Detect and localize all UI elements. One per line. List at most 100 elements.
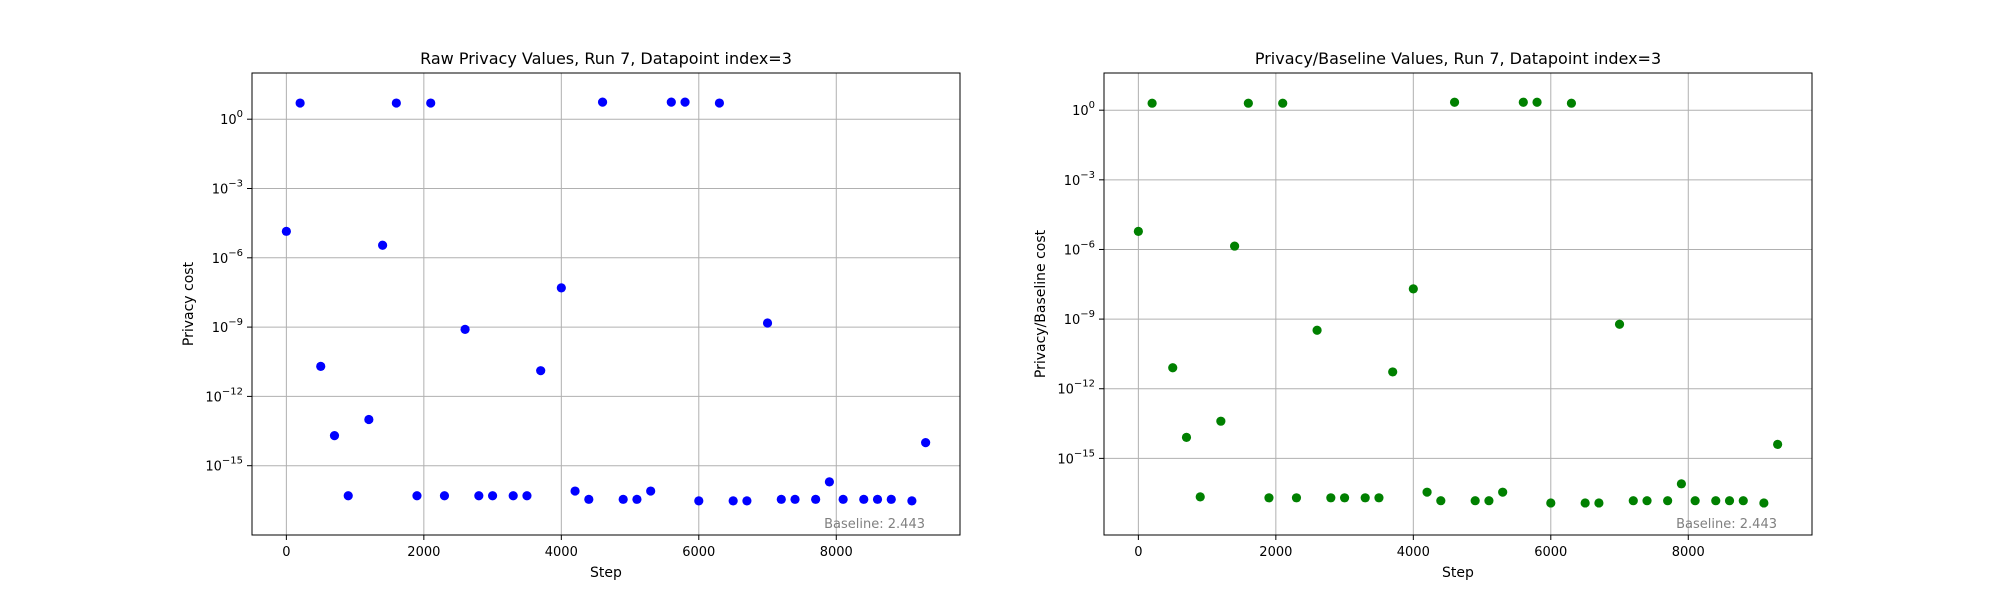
privacy-baseline-point bbox=[1216, 416, 1226, 426]
raw-privacy-point bbox=[859, 494, 869, 504]
raw-privacy-y-tick-label: 10−3 bbox=[212, 179, 243, 198]
privacy-baseline-y-tick-label: 10−3 bbox=[1064, 170, 1095, 189]
privacy-baseline-point bbox=[1388, 367, 1398, 377]
privacy-baseline-point bbox=[1773, 439, 1783, 449]
privacy-baseline-point bbox=[1642, 496, 1652, 506]
privacy-baseline-point bbox=[1676, 479, 1686, 489]
raw-privacy-point bbox=[762, 318, 773, 328]
raw-privacy-y-tick-label: 10−12 bbox=[205, 386, 243, 405]
privacy-baseline-point bbox=[1449, 97, 1460, 107]
privacy-baseline-y-axis-label: Privacy/Baseline cost bbox=[1033, 229, 1049, 378]
raw-privacy-point bbox=[281, 226, 291, 236]
raw-privacy-y-tick-label: 10−6 bbox=[212, 248, 243, 267]
privacy-baseline-point bbox=[1614, 319, 1625, 329]
raw-privacy-points bbox=[281, 97, 931, 506]
raw-privacy-y-ticks: 100 10−3 10−6 10−9 10−12 10−15 bbox=[205, 109, 252, 475]
raw-privacy-x-ticks: 0 2000 4000 6000 8000 bbox=[282, 535, 853, 560]
raw-privacy-x-tick-label: 2000 bbox=[407, 545, 440, 560]
privacy-baseline-point bbox=[1532, 97, 1542, 107]
privacy-baseline-point bbox=[1264, 493, 1274, 503]
privacy-baseline-x-tick-label: 2000 bbox=[1259, 545, 1292, 560]
privacy-baseline-point bbox=[1690, 496, 1700, 506]
privacy-baseline-point bbox=[1147, 98, 1157, 108]
raw-privacy-point bbox=[426, 98, 436, 108]
privacy-baseline-point bbox=[1759, 498, 1769, 508]
raw-privacy-point bbox=[556, 283, 566, 293]
privacy-baseline-y-tick-label: 10−15 bbox=[1057, 448, 1095, 467]
raw-privacy-y-tick-label: 10−15 bbox=[205, 456, 243, 475]
raw-privacy-point bbox=[316, 361, 326, 371]
privacy-baseline-subplot: Privacy/Baseline Values, Run 7, Datapoin… bbox=[1033, 49, 1813, 581]
raw-privacy-point bbox=[412, 491, 422, 501]
raw-privacy-point bbox=[508, 491, 518, 501]
raw-privacy-point bbox=[522, 491, 532, 501]
raw-privacy-x-tick-label: 0 bbox=[282, 545, 290, 560]
raw-privacy-point bbox=[886, 494, 896, 504]
raw-privacy-point bbox=[391, 98, 401, 108]
raw-privacy-point bbox=[487, 491, 498, 501]
privacy-baseline-grid bbox=[1104, 73, 1812, 535]
raw-privacy-point bbox=[666, 97, 676, 107]
privacy-baseline-y-tick-label: 10−12 bbox=[1057, 379, 1095, 398]
privacy-baseline-point bbox=[1484, 496, 1494, 506]
raw-privacy-y-axis-label: Privacy cost bbox=[181, 261, 197, 346]
privacy-baseline-point bbox=[1230, 241, 1240, 251]
privacy-baseline-y-tick-label: 100 bbox=[1072, 100, 1095, 119]
raw-privacy-point bbox=[838, 494, 848, 504]
privacy-baseline-baseline-annotation: Baseline: 2.443 bbox=[1676, 517, 1777, 532]
privacy-baseline-point bbox=[1580, 498, 1590, 508]
privacy-baseline-point bbox=[1422, 487, 1432, 497]
privacy-baseline-point bbox=[1436, 496, 1446, 506]
raw-privacy-point bbox=[329, 431, 340, 441]
privacy-baseline-point bbox=[1566, 98, 1577, 108]
privacy-baseline-point bbox=[1374, 493, 1384, 503]
raw-privacy-x-axis-label: Step bbox=[590, 565, 622, 581]
privacy-baseline-point bbox=[1498, 487, 1508, 497]
privacy-baseline-point bbox=[1628, 496, 1638, 506]
privacy-baseline-point bbox=[1326, 493, 1336, 503]
privacy-baseline-point bbox=[1594, 498, 1604, 508]
privacy-baseline-point bbox=[1133, 226, 1143, 236]
raw-privacy-point bbox=[536, 366, 546, 376]
privacy-baseline-point bbox=[1168, 363, 1178, 373]
raw-privacy-point bbox=[921, 438, 931, 448]
privacy-baseline-point bbox=[1181, 432, 1192, 443]
raw-privacy-x-tick-label: 6000 bbox=[682, 545, 715, 560]
privacy-baseline-point bbox=[1243, 98, 1253, 108]
raw-privacy-baseline-annotation: Baseline: 2.443 bbox=[824, 517, 925, 532]
raw-privacy-x-tick-label: 8000 bbox=[820, 545, 853, 560]
privacy-baseline-point bbox=[1738, 496, 1748, 506]
raw-privacy-point bbox=[790, 494, 800, 504]
raw-privacy-point bbox=[776, 494, 786, 504]
raw-privacy-point bbox=[872, 494, 883, 504]
raw-privacy-point bbox=[584, 494, 594, 504]
raw-privacy-plot-frame bbox=[251, 72, 961, 536]
raw-privacy-point bbox=[680, 97, 690, 107]
raw-privacy-grid bbox=[252, 73, 960, 535]
privacy-baseline-point bbox=[1360, 493, 1370, 503]
privacy-baseline-point bbox=[1291, 493, 1302, 503]
privacy-baseline-chart-title: Privacy/Baseline Values, Run 7, Datapoin… bbox=[1255, 49, 1661, 68]
raw-privacy-chart-title: Raw Privacy Values, Run 7, Datapoint ind… bbox=[420, 49, 792, 68]
privacy-baseline-x-tick-label: 6000 bbox=[1534, 545, 1567, 560]
raw-privacy-point bbox=[295, 98, 305, 108]
privacy-baseline-point bbox=[1518, 97, 1528, 107]
privacy-baseline-point bbox=[1711, 496, 1721, 506]
raw-privacy-y-tick-label: 100 bbox=[220, 109, 243, 128]
privacy-baseline-point bbox=[1408, 284, 1418, 294]
privacy-baseline-points bbox=[1133, 97, 1783, 508]
privacy-baseline-point bbox=[1278, 98, 1288, 108]
raw-privacy-point bbox=[343, 491, 353, 501]
raw-privacy-point bbox=[597, 97, 608, 107]
raw-privacy-point bbox=[378, 240, 388, 250]
raw-privacy-y-tick-label: 10−9 bbox=[212, 317, 243, 336]
privacy-baseline-point bbox=[1546, 498, 1556, 508]
privacy-baseline-point bbox=[1724, 496, 1735, 506]
privacy-baseline-point bbox=[1663, 496, 1673, 506]
privacy-baseline-y-ticks: 100 10−3 10−6 10−9 10−12 10−15 bbox=[1057, 100, 1104, 467]
privacy-baseline-y-tick-label: 10−9 bbox=[1064, 309, 1095, 328]
raw-privacy-point bbox=[728, 496, 738, 506]
privacy-baseline-point bbox=[1195, 492, 1205, 502]
privacy-baseline-x-tick-label: 0 bbox=[1134, 545, 1142, 560]
privacy-baseline-y-tick-label: 10−6 bbox=[1064, 239, 1095, 258]
